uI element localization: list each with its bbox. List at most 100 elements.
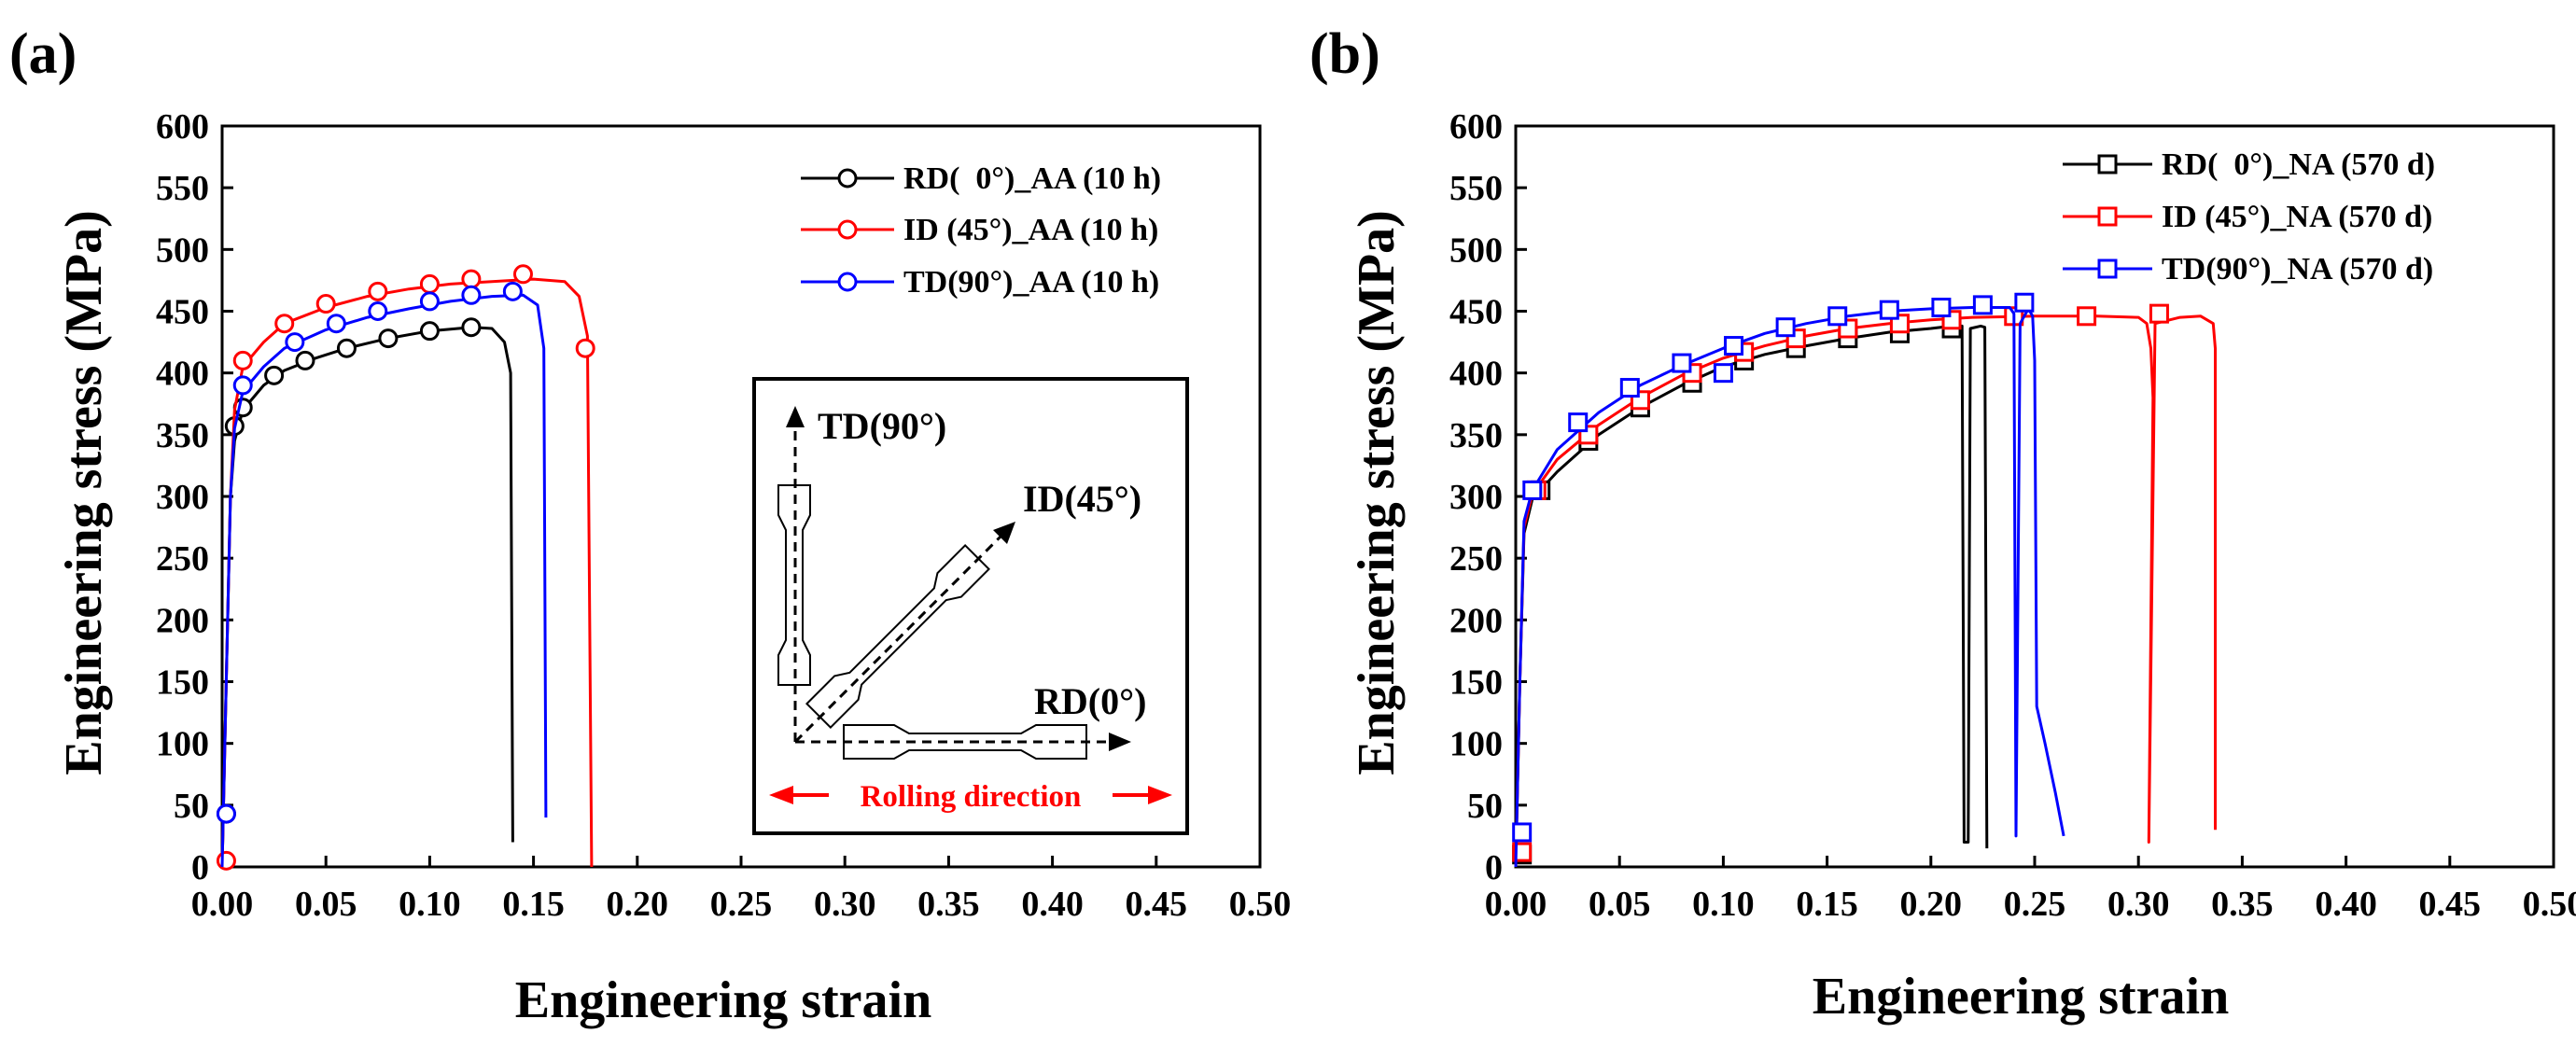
data-point <box>575 338 595 358</box>
y-tick-label: 50 <box>1467 787 1503 826</box>
y-tick-label: 500 <box>156 230 209 270</box>
plot-series <box>216 264 595 871</box>
rolling-label-bg <box>829 773 1113 816</box>
x-tick-label: 0.05 <box>1589 885 1651 924</box>
legend-entry: TD(90°)_AA (10 h) <box>801 265 1159 300</box>
legend-label: ID (45°)_NA (570 d) <box>2162 200 2432 234</box>
y-tick-label: 100 <box>156 725 209 764</box>
x-tick-label: 0.50 <box>1229 885 1292 924</box>
series-line-1 <box>220 326 514 868</box>
y-tick-label: 550 <box>156 169 209 208</box>
legend-marker <box>2097 258 2118 279</box>
y-tick-label: 350 <box>1449 416 1503 455</box>
data-point <box>1931 298 1952 318</box>
x-tick-label: 0.05 <box>295 885 357 924</box>
y-tick-label: 0 <box>191 848 209 887</box>
id-arrowhead <box>993 522 1015 544</box>
x-axis-label: Engineering strain <box>515 971 931 1029</box>
y-tick-label: 500 <box>1449 230 1503 270</box>
data-point <box>232 350 253 370</box>
y-tick-label: 550 <box>1449 169 1503 208</box>
legend-entry: RD( 0°)_NA (570 d) <box>2063 147 2435 182</box>
panel-label: (b) <box>1309 22 1380 86</box>
x-tick-label: 0.45 <box>1126 885 1188 924</box>
data-point <box>368 301 388 321</box>
legend: RD( 0°)_NA (570 d) ID (45°)_NA (570 d) T… <box>2063 147 2435 286</box>
data-point <box>1879 300 1899 320</box>
y-tick-label: 150 <box>156 663 209 703</box>
x-tick-label: 0.25 <box>710 885 773 924</box>
x-tick-label: 0.00 <box>1485 885 1547 924</box>
x-tick-label: 0.15 <box>1796 885 1858 924</box>
y-tick-label: 250 <box>156 539 209 579</box>
x-tick-label: 0.40 <box>2315 885 2377 924</box>
x-tick-label: 0.25 <box>2004 885 2066 924</box>
rd-label: RD(0°) <box>1034 680 1146 722</box>
data-point <box>502 281 523 301</box>
data-point <box>419 291 440 312</box>
legend-marker <box>837 272 858 292</box>
data-point <box>461 285 482 305</box>
data-point <box>1512 822 1533 843</box>
plot-series <box>1512 292 2217 868</box>
data-point <box>285 332 305 353</box>
legend-entry: RD( 0°)_AA (10 h) <box>801 161 1161 196</box>
legend-label: TD(90°)_NA (570 d) <box>2162 252 2433 286</box>
y-tick-label: 450 <box>1449 293 1503 332</box>
y-tick-label: 350 <box>156 416 209 455</box>
data-point <box>1619 378 1640 398</box>
legend-entry: ID (45°)_NA (570 d) <box>2063 200 2432 234</box>
inset-frame <box>752 377 1189 835</box>
x-tick-label: 0.30 <box>2107 885 2170 924</box>
y-tick-label: 200 <box>156 601 209 640</box>
y-tick-label: 150 <box>1449 663 1503 703</box>
data-point <box>368 281 388 301</box>
td-label: TD(90°) <box>818 405 946 447</box>
id-label: ID(45°) <box>1023 478 1141 520</box>
x-tick-label: 0.10 <box>1692 885 1755 924</box>
legend-entry: TD(90°)_NA (570 d) <box>2063 252 2433 286</box>
y-tick-label: 600 <box>1449 107 1503 147</box>
x-tick-label: 0.30 <box>814 885 876 924</box>
data-point <box>461 269 482 289</box>
x-tick-label: 0.20 <box>607 885 669 924</box>
legend-marker <box>837 168 858 188</box>
data-point <box>1713 363 1733 384</box>
data-point <box>1724 336 1744 356</box>
data-point <box>264 365 285 385</box>
data-point <box>2014 292 2035 313</box>
data-point <box>295 350 315 370</box>
y-tick-label: 400 <box>1449 355 1503 394</box>
id-arrow <box>793 535 1002 744</box>
x-tick-label: 0.40 <box>1021 885 1084 924</box>
y-tick-label: 450 <box>156 293 209 332</box>
axes: 0.00 0.05 0.10 0.15 0.20 0.25 0.30 0.35 0.40 0.45… <box>156 107 1291 924</box>
legend-marker <box>837 219 858 240</box>
y-tick-label: 0 <box>1485 848 1503 887</box>
axes: 0.00 0.05 0.10 0.15 0.20 0.25 0.30 0.35 0.40 0.45… <box>1449 107 2576 924</box>
data-point <box>461 317 482 338</box>
legend-label: TD(90°)_AA (10 h) <box>903 265 1159 300</box>
data-point <box>216 803 236 824</box>
data-point <box>232 375 253 396</box>
legend-entry: ID (45°)_AA (10 h) <box>801 213 1158 247</box>
data-point <box>1775 317 1796 338</box>
data-point <box>2077 306 2097 327</box>
data-point <box>315 294 336 314</box>
legend: RD( 0°)_AA (10 h) ID (45°)_AA (10 h) TD(… <box>801 161 1161 300</box>
data-point <box>378 328 399 349</box>
data-point <box>512 264 533 285</box>
td-specimen <box>777 484 811 686</box>
data-point <box>336 338 357 358</box>
data-point <box>1522 480 1543 500</box>
id-specimen <box>805 544 990 729</box>
data-point <box>274 314 295 334</box>
x-tick-label: 0.00 <box>191 885 254 924</box>
rolling-arrowhead-right <box>1148 786 1172 804</box>
data-point <box>1672 353 1692 373</box>
data-point <box>419 273 440 294</box>
x-axis-label: Engineering strain <box>1813 968 2229 1026</box>
rd-arrowhead <box>1109 733 1131 751</box>
series-line-1 <box>1514 324 1989 868</box>
